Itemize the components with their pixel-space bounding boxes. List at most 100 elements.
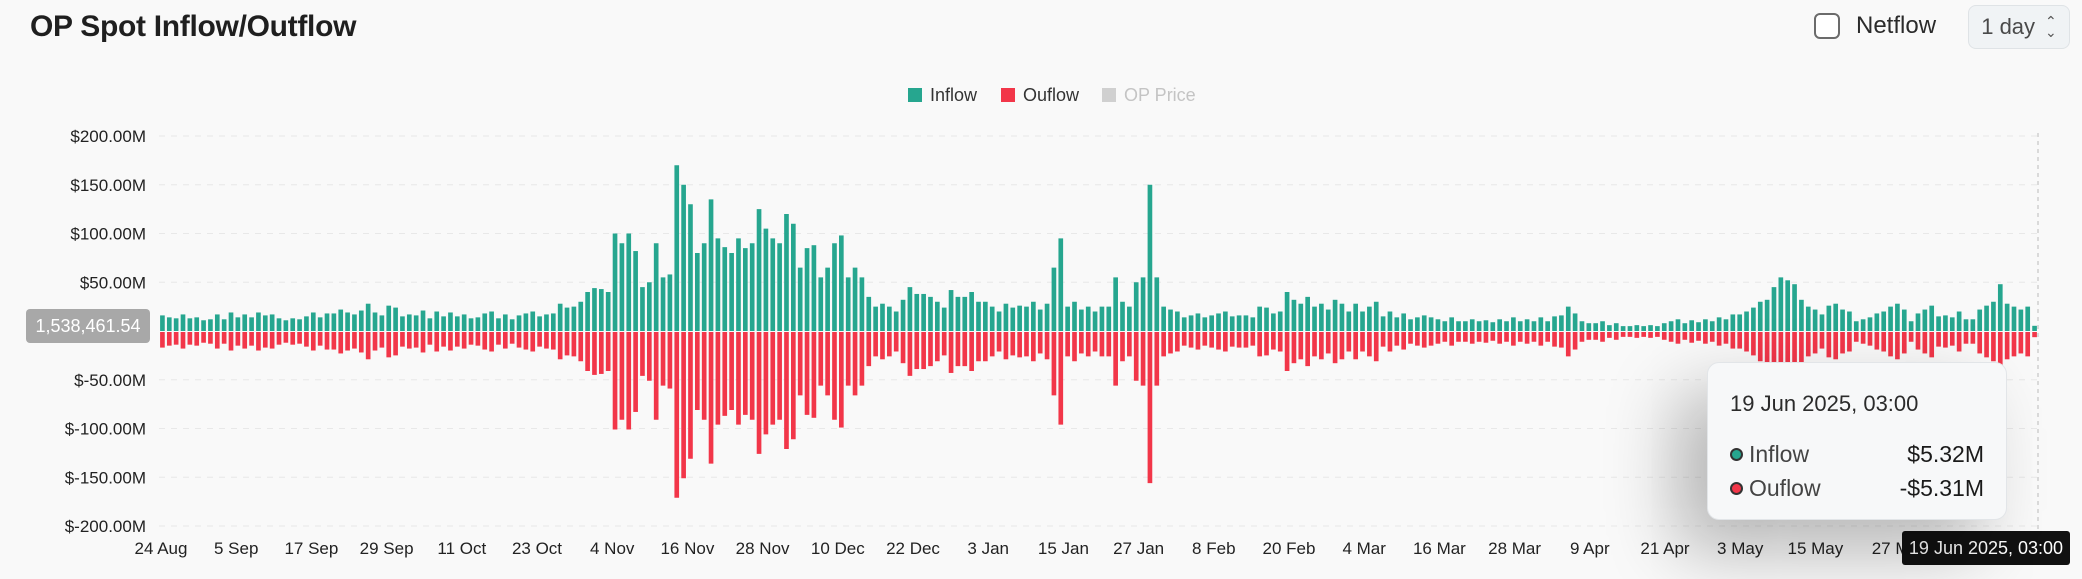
outflow-bar [448, 332, 453, 351]
outflow-bar [1319, 332, 1324, 360]
outflow-bar [1682, 332, 1688, 340]
inflow-bar [1380, 316, 1386, 331]
legend-label: Inflow [930, 85, 978, 105]
outflow-bar [626, 332, 632, 430]
outflow-bar [1847, 332, 1852, 352]
outflow-bar [461, 332, 467, 349]
inflow-bar [1305, 296, 1310, 331]
inflow-bar [1922, 309, 1928, 331]
outflow-bar [674, 332, 680, 498]
outflow-bar [235, 332, 241, 346]
outflow-bar [1943, 332, 1948, 348]
outflow-bar [1284, 332, 1290, 371]
inflow-bar [969, 292, 974, 331]
inflow-bar [1819, 314, 1825, 331]
inflow-bar [715, 238, 721, 331]
inflow-bar [502, 314, 508, 331]
x-tick-label: 11 Oct [437, 539, 486, 558]
outflow-bar [1922, 332, 1928, 354]
inflow-bar [290, 318, 296, 331]
outflow-bar [749, 332, 755, 420]
inflow-bar [832, 243, 837, 331]
outflow-bar [1559, 332, 1564, 348]
inflow-bar [605, 292, 611, 331]
inflow-bar [935, 301, 940, 331]
outflow-bar [1024, 332, 1029, 357]
inflow-bar [1881, 311, 1887, 331]
outflow-bar [1133, 332, 1139, 381]
outflow-bar [228, 332, 234, 351]
inflow-bar [324, 313, 330, 331]
outflow-bar [352, 332, 357, 349]
outflow-bar [201, 332, 206, 343]
outflow-bar [420, 332, 426, 353]
inflow-bar [701, 243, 707, 331]
outflow-bar [976, 332, 981, 362]
inflow-bar [859, 277, 865, 331]
outflow-bar [797, 332, 803, 396]
outflow-bar [1703, 332, 1708, 344]
inflow-bar [1264, 307, 1269, 331]
inflow-bar [1579, 321, 1585, 331]
outflow-bar [1373, 332, 1379, 362]
inflow-bar [386, 305, 392, 331]
outflow-bar [1236, 332, 1242, 348]
netflow-checkbox[interactable] [1814, 13, 1840, 39]
outflow-bar [276, 332, 282, 345]
inflow-bar [1984, 305, 1989, 331]
inflow-bar [1991, 301, 1996, 331]
inflow-bar [1106, 306, 1112, 331]
inflow-bar [317, 317, 323, 331]
x-tick-label: 27 M [1872, 539, 1910, 558]
outflow-bar [935, 332, 940, 362]
x-tick-label: 22 Dec [886, 539, 940, 558]
inflow-bar [578, 301, 584, 331]
inflow-bar [1408, 319, 1413, 331]
inflow-bar [1648, 325, 1653, 331]
inflow-bar [1154, 277, 1160, 331]
outflow-bar [640, 332, 645, 376]
outflow-bar [907, 332, 913, 376]
outflow-bar [839, 332, 844, 428]
outflow-bar [1881, 332, 1887, 352]
inflow-bar [208, 319, 213, 331]
inflow-bar [1037, 309, 1043, 331]
outflow-bar [166, 332, 172, 346]
outflow-bar [1675, 332, 1681, 344]
inflow-bar [413, 315, 419, 331]
outflow-bar [1949, 332, 1955, 346]
outflow-bar [845, 332, 851, 386]
inflow-bar [653, 243, 659, 331]
inflow-bar [269, 314, 275, 331]
inflow-bar [557, 303, 563, 331]
inflow-bar [468, 318, 474, 331]
inflow-bar [736, 238, 741, 331]
outflow-bar [887, 332, 892, 357]
inflow-bar [427, 318, 433, 331]
inflow-bar [544, 314, 549, 331]
outflow-bar [804, 332, 810, 415]
outflow-bar [208, 332, 213, 344]
outflow-bar [1908, 332, 1914, 342]
outflow-bar [914, 332, 920, 370]
netflow-toggle[interactable]: Netflow [1814, 12, 1936, 40]
outflow-bar [1401, 332, 1406, 350]
inflow-bar [1833, 303, 1839, 331]
outflow-bar [667, 332, 673, 389]
inflow-bar [1764, 299, 1770, 331]
inflow-bar [976, 301, 981, 331]
y-tick-label: $50.00M [80, 273, 146, 292]
inflow-bar [1257, 306, 1262, 331]
legend: Inflow Ouflow OP Price [908, 85, 1196, 105]
inflow-bar [448, 312, 453, 331]
period-value: 1 day [1981, 14, 2036, 39]
inflow-bar [228, 312, 234, 331]
outflow-bar [729, 332, 734, 410]
outflow-bar [173, 332, 179, 345]
inflow-bar [1970, 319, 1976, 331]
inflow-bar [1428, 317, 1434, 331]
period-select[interactable]: 1 day ⌃ ⌄ [1968, 5, 2070, 49]
outflow-bar [1744, 332, 1749, 352]
outflow-bar [214, 332, 220, 349]
